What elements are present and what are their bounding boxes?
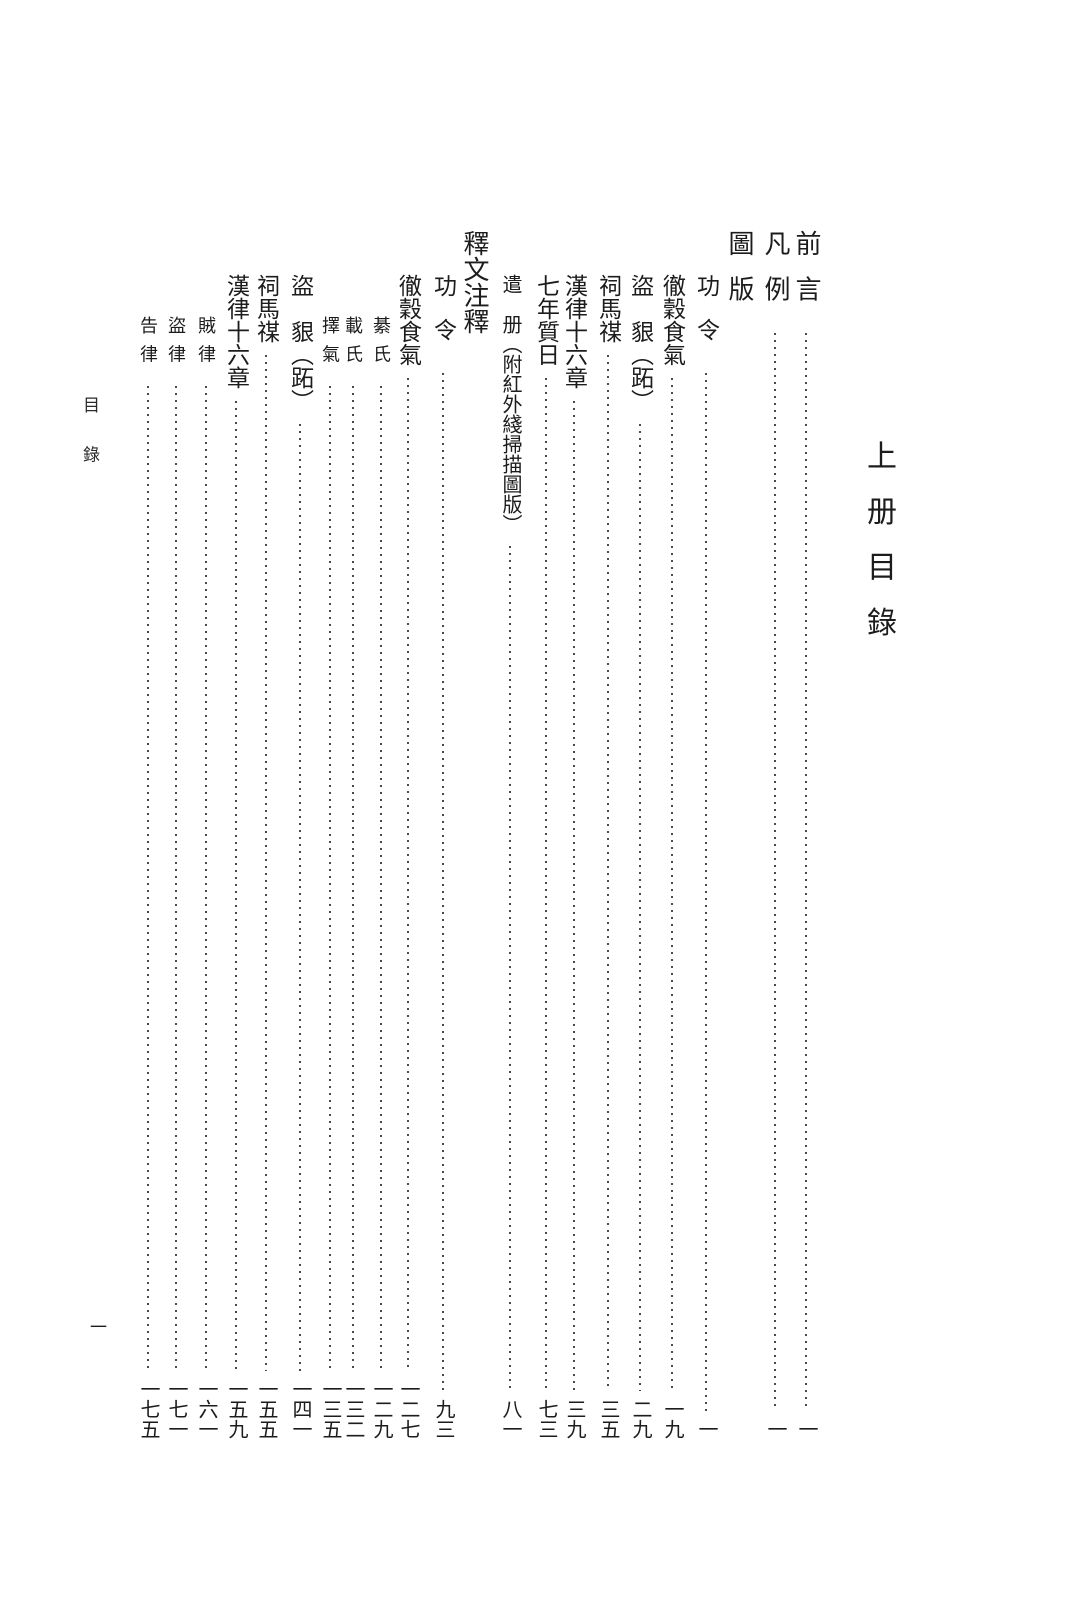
volume-title: 上册目錄 xyxy=(862,440,895,662)
dotted-leader xyxy=(671,378,673,1391)
toc-entry: 漢律十六章 三九 xyxy=(560,274,588,1439)
section-heading-plates: 圖版 xyxy=(725,230,754,321)
dotted-leader xyxy=(380,385,382,1371)
toc-entry: 漢律十六章 一五九 xyxy=(222,274,250,1439)
entry-page-number: 一六一 xyxy=(195,1379,217,1439)
toc-subentry: 賊律 一六一 xyxy=(194,316,218,1439)
toc-entry: 遣 册（附紅外綫掃描圖版） 八一 xyxy=(496,274,524,1439)
entry-title: 七年質日 xyxy=(533,274,559,366)
dotted-leader xyxy=(407,378,409,1371)
dotted-leader xyxy=(545,378,547,1391)
dotted-leader xyxy=(175,385,177,1371)
entry-title: 擇氣 xyxy=(320,316,340,374)
dotted-leader xyxy=(265,355,267,1371)
entry-page-number: 一七五 xyxy=(137,1379,159,1439)
entry-page-number: 一二九 xyxy=(370,1379,392,1439)
entry-page-number: 一五五 xyxy=(255,1379,277,1439)
entry-title: 功令 xyxy=(693,274,719,362)
dotted-leader xyxy=(705,373,707,1411)
dotted-leader xyxy=(352,385,354,1371)
entry-title: 祠馬禖 xyxy=(253,274,279,343)
toc-entry: 七年質日 七三 xyxy=(532,274,560,1439)
entry-page-number: 一九 xyxy=(661,1399,683,1439)
margin-running-header: 目錄 xyxy=(80,396,99,495)
entry-title: 徹穀食氣 xyxy=(659,274,685,366)
entry-page-number: 一五九 xyxy=(225,1379,247,1439)
entry-title: 徹穀食氣 xyxy=(395,274,421,366)
dotted-leader xyxy=(299,424,301,1371)
dotted-leader xyxy=(329,385,331,1371)
toc-entry: 祠馬禖 三五 xyxy=(594,274,622,1439)
toc-entry: 盜 貇（跖） 一四一 xyxy=(286,274,314,1439)
entry-page-number: 二九 xyxy=(629,1399,651,1439)
entry-page-number: 一 xyxy=(695,1419,717,1439)
dotted-leader xyxy=(509,546,511,1391)
entry-page-number: 三九 xyxy=(563,1399,585,1439)
toc-entry: 功令 一 xyxy=(692,274,720,1439)
toc-entry: 功令 九三 xyxy=(429,274,457,1439)
dotted-leader xyxy=(774,333,776,1411)
dotted-leader xyxy=(442,373,444,1391)
entry-title: 盜律 xyxy=(166,316,186,374)
entry-title: 功令 xyxy=(430,274,456,362)
section-heading-transcription: 釋文注釋 xyxy=(460,230,489,334)
dotted-leader xyxy=(805,333,807,1411)
entry-page-number: 一三二 xyxy=(342,1379,364,1439)
dotted-leader xyxy=(147,385,149,1371)
entry-title: 綦氏 xyxy=(371,316,391,374)
dotted-leader xyxy=(573,401,575,1391)
dotted-leader xyxy=(607,355,609,1391)
entry-page-number: 一四一 xyxy=(289,1379,311,1439)
entry-title: 盜 貇（跖） xyxy=(287,274,313,412)
entry-page-number: 九三 xyxy=(432,1399,454,1439)
toc-subentry: 盜律 一七一 xyxy=(164,316,188,1439)
toc-entry-fanli: 凡例 一 xyxy=(761,230,790,1439)
dotted-leader xyxy=(639,424,641,1391)
toc-entry-qianyan: 前言 一 xyxy=(792,230,821,1439)
entry-title: 前言 xyxy=(792,230,821,321)
toc-subentry: 擇氣 一三五 xyxy=(318,316,342,1439)
entry-page-number: 七三 xyxy=(535,1399,557,1439)
toc-subentry: 綦氏 一二九 xyxy=(369,316,393,1439)
entry-page-number: 三五 xyxy=(597,1399,619,1439)
entry-title: 盜 貇（跖） xyxy=(627,274,653,412)
toc-entry: 徹穀食氣 一二七 xyxy=(394,274,422,1439)
entry-title: 凡例 xyxy=(761,230,790,321)
toc-entry: 盜 貇（跖） 二九 xyxy=(626,274,654,1439)
entry-title: 漢律十六章 xyxy=(561,274,587,389)
entry-title: 賊律 xyxy=(196,316,216,374)
toc-subentry: 載氏 一三二 xyxy=(341,316,365,1439)
entry-page-number: 八一 xyxy=(499,1399,521,1439)
entry-title: 漢律十六章 xyxy=(223,274,249,389)
entry-page-number: 一七一 xyxy=(165,1379,187,1439)
entry-title: 祠馬禖 xyxy=(595,274,621,343)
toc-entry: 祠馬禖 一五五 xyxy=(252,274,280,1439)
entry-page-number: 一二七 xyxy=(397,1379,419,1439)
entry-title: 載氏 xyxy=(343,316,363,374)
entry-page-number: 一三五 xyxy=(319,1379,341,1439)
entry-title: 告律 xyxy=(138,316,158,374)
dotted-leader xyxy=(235,401,237,1371)
entry-title: 遣 册（附紅外綫掃描圖版） xyxy=(499,274,521,534)
entry-page-number: 一 xyxy=(764,1419,786,1439)
folio-page-number: 一 xyxy=(87,1318,106,1335)
toc-subentry: 告律 一七五 xyxy=(136,316,160,1439)
dotted-leader xyxy=(205,385,207,1371)
entry-page-number: 一 xyxy=(795,1419,817,1439)
toc-entry: 徹穀食氣 一九 xyxy=(658,274,686,1439)
